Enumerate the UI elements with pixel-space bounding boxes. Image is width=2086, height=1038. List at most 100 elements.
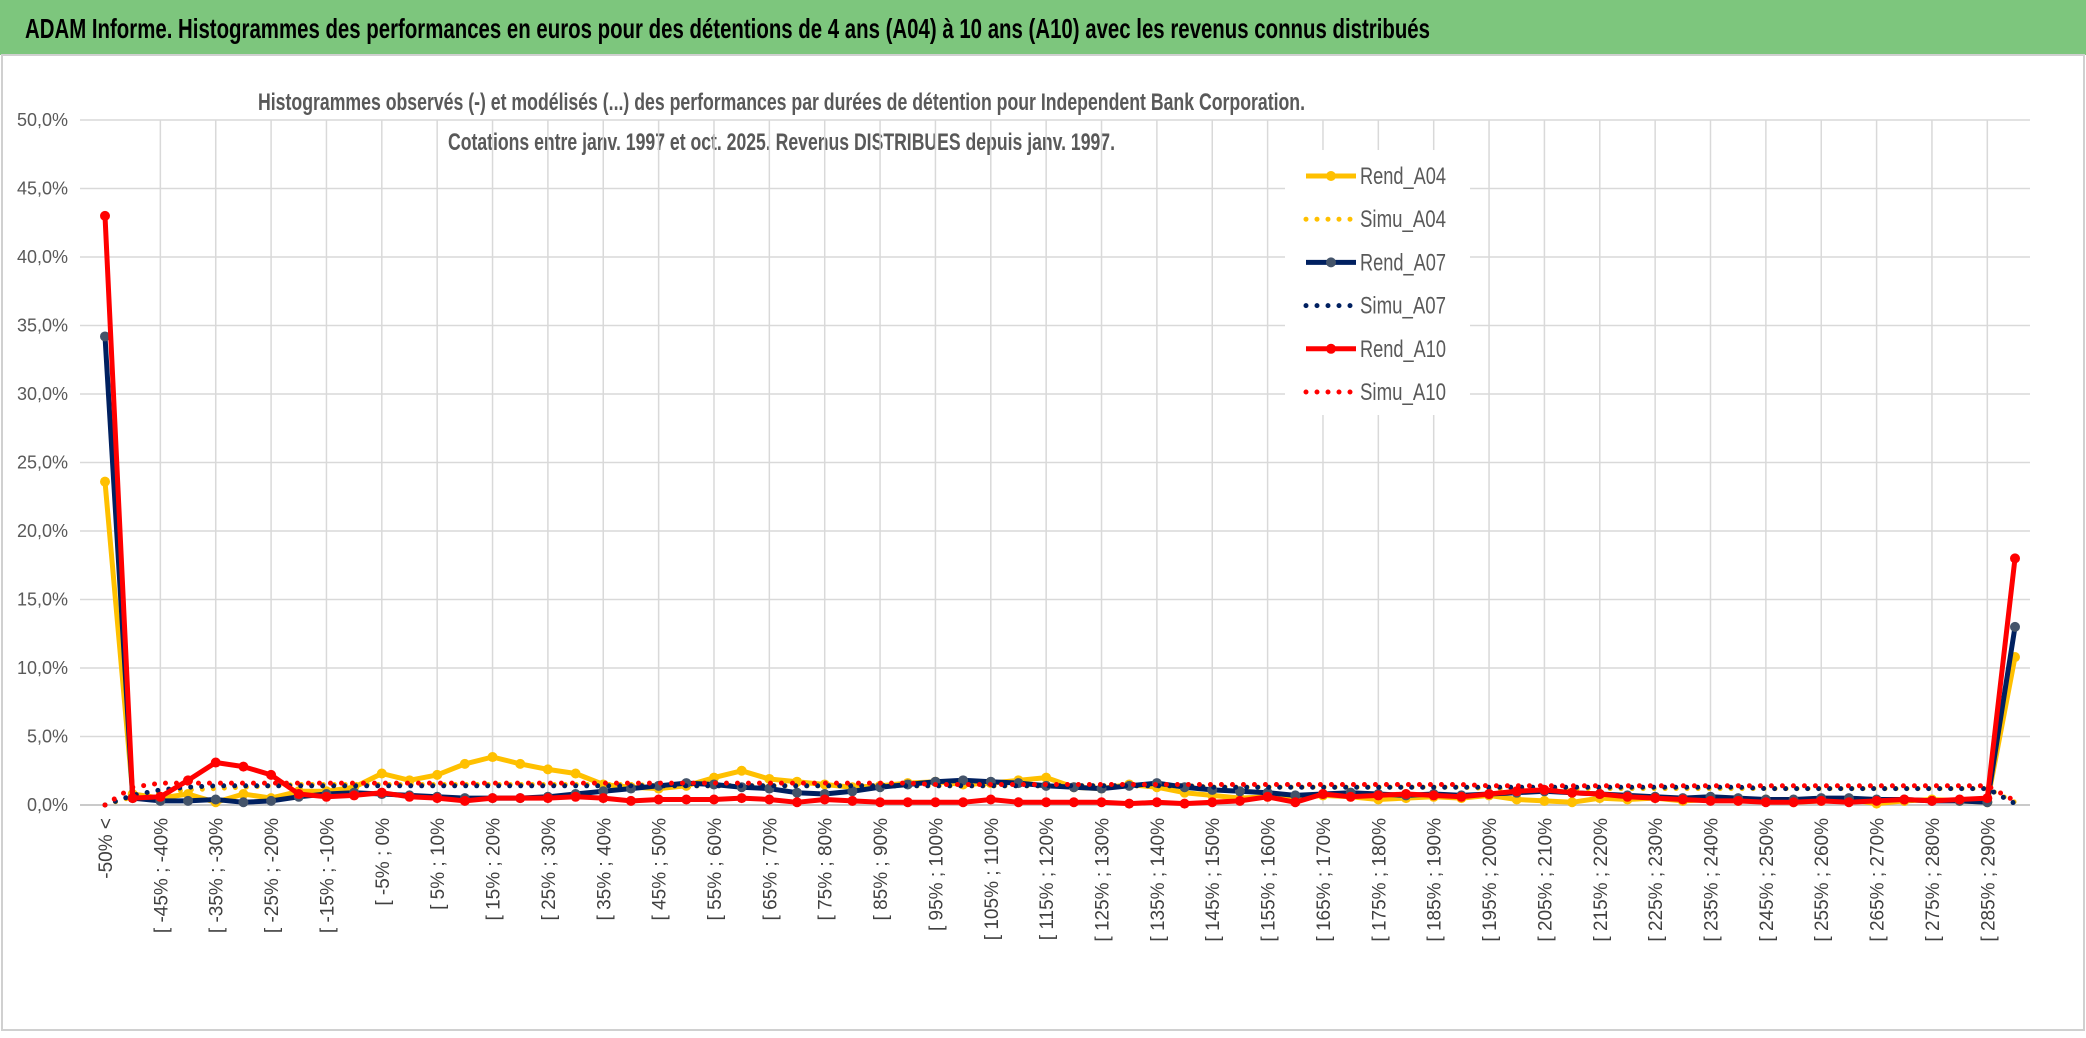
series-marker — [349, 790, 360, 801]
series-marker — [542, 793, 553, 804]
x-tick-label: [ 85% ; 90% — [871, 818, 892, 921]
x-tick-label: [ 285% ; 290% — [1978, 818, 1999, 942]
series-marker — [1843, 797, 1854, 808]
series-marker — [1013, 797, 1024, 808]
legend-marker — [1326, 171, 1336, 181]
x-tick-label: [ 35% ; 40% — [594, 818, 615, 921]
y-tick-label: 30,0% — [17, 384, 68, 404]
series-marker — [1816, 795, 1827, 806]
series-marker — [1567, 787, 1578, 798]
series-marker — [736, 793, 747, 804]
series-marker — [155, 791, 166, 802]
x-tick-label: [ 135% ; 140% — [1148, 818, 1169, 942]
x-tick-label: [ -15% ; -10% — [317, 818, 338, 933]
series-marker — [238, 797, 249, 808]
series-marker — [515, 793, 526, 804]
series-marker — [210, 757, 221, 768]
grid: 0,0% 5,0% 10,0% 15,0% 20,0% 25,0% 30,0% 35,0% 40… — [17, 110, 2030, 942]
x-tick-label: [ -5% ; 0% — [373, 818, 394, 906]
series-marker — [376, 787, 387, 798]
x-tick-label: [ -45% ; -40% — [151, 818, 172, 933]
chart-title: Histogrammes observés (-) et modélisés (… — [258, 89, 1305, 116]
x-tick-label: [ 125% ; 130% — [1093, 818, 1114, 942]
x-tick-label: [ 65% ; 70% — [760, 818, 781, 921]
series-marker — [183, 795, 194, 806]
series-marker — [985, 794, 996, 805]
series-marker — [210, 794, 221, 805]
y-tick-label: 45,0% — [17, 179, 68, 199]
series-marker — [819, 794, 830, 805]
series-line — [102, 215, 2018, 807]
series-marker — [1677, 794, 1688, 805]
series-marker — [764, 794, 775, 805]
x-tick-label: [ 5% ; 10% — [428, 818, 449, 910]
series-marker — [321, 791, 332, 802]
x-tick-label: [ 155% ; 160% — [1259, 818, 1280, 942]
series-marker — [432, 769, 443, 780]
series-marker — [1539, 795, 1550, 806]
series-marker — [958, 797, 969, 808]
x-tick-label: [ -25% ; -20% — [262, 818, 283, 933]
marks — [100, 210, 2020, 809]
series-marker — [459, 795, 470, 806]
series-marker — [847, 795, 858, 806]
series-marker — [432, 793, 443, 804]
series-marker — [1179, 798, 1190, 809]
x-tick-label: [ 115% ; 120% — [1037, 818, 1058, 940]
series-marker — [1705, 795, 1716, 806]
series-line-dotted — [102, 783, 2018, 808]
series-marker — [376, 768, 387, 779]
series-marker — [1401, 789, 1412, 800]
series-marker — [1650, 793, 1661, 804]
series-marker — [598, 786, 609, 797]
series-marker — [1511, 794, 1522, 805]
x-tick-label: [ 15% ; 20% — [484, 818, 505, 921]
series-marker — [653, 794, 664, 805]
series-marker — [404, 791, 415, 802]
x-tick-label: [ 45% ; 50% — [650, 818, 671, 921]
header-title: ADAM Informe. Histogrammes des performan… — [25, 13, 1430, 44]
y-tick-label: 40,0% — [17, 247, 68, 267]
x-tick-label: [ 165% ; 170% — [1314, 818, 1335, 942]
series-marker — [266, 795, 277, 806]
x-tick-label: [ -35% ; -30% — [207, 818, 228, 933]
x-tick-label: [ 75% ; 80% — [816, 818, 837, 921]
legend-label: Rend_A07 — [1360, 249, 1446, 276]
series-marker — [1317, 789, 1328, 800]
series-marker — [1151, 797, 1162, 808]
x-tick-label: [ 225% ; 230% — [1646, 818, 1667, 942]
series-marker — [1345, 791, 1356, 802]
y-tick-label: 5,0% — [27, 727, 68, 747]
series-marker — [1760, 797, 1771, 808]
series-marker — [570, 768, 581, 779]
legend-label: Simu_A10 — [1360, 379, 1446, 406]
series-marker — [515, 758, 526, 769]
legend-box — [1285, 150, 1470, 415]
x-tick-label: [ 255% ; 260% — [1812, 818, 1833, 942]
series-marker — [487, 752, 498, 763]
series-marker — [1096, 797, 1107, 808]
series-marker — [293, 789, 304, 800]
legend: Rend_A04 Simu_A04 Rend_A07 Simu_A07 Rend_A10… — [1285, 150, 1470, 415]
series-marker — [1954, 794, 1965, 805]
x-tick-label: [ 25% ; 30% — [539, 818, 560, 921]
series-marker — [792, 797, 803, 808]
x-tick-label: [ 95% ; 100% — [926, 818, 947, 931]
chart-subtitle: Cotations entre janv. 1997 et oct. 2025.… — [448, 129, 1115, 156]
legend-label: Simu_A07 — [1360, 293, 1446, 320]
series-marker — [127, 793, 138, 804]
series-marker — [100, 476, 110, 487]
series-marker — [708, 794, 719, 805]
y-tick-label: 10,0% — [17, 658, 68, 678]
frame — [1, 54, 2085, 1031]
series-marker — [1871, 795, 1882, 806]
x-tick-label: [ 145% ; 150% — [1203, 818, 1224, 942]
series-marker — [958, 775, 969, 786]
legend-label: Rend_A10 — [1360, 336, 1446, 363]
series-marker — [1982, 793, 1993, 804]
series-marker — [459, 758, 470, 769]
series-marker — [1484, 789, 1495, 800]
series-marker — [266, 769, 277, 780]
x-tick-label: [ 175% ; 180% — [1369, 818, 1390, 942]
x-tick-label: [ 185% ; 190% — [1425, 818, 1446, 942]
